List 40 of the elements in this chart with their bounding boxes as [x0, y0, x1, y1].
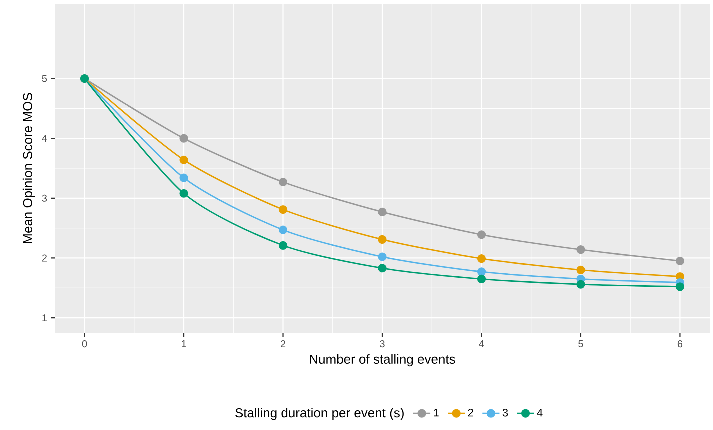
point: [180, 134, 188, 143]
point: [180, 156, 188, 164]
point: [278, 178, 288, 187]
y-axis-title: Mean Opinion Score MOS: [22, 93, 36, 244]
point: [378, 264, 387, 273]
point: [378, 208, 387, 216]
legend-label: 3: [502, 409, 508, 417]
point: [278, 226, 288, 234]
point: [477, 230, 486, 240]
point: [378, 252, 387, 262]
point: [676, 256, 685, 266]
point: [477, 254, 486, 264]
x-tick-label: 4: [479, 340, 484, 348]
y-tick-label: 2: [42, 254, 47, 262]
y-tick-label: 1: [42, 314, 47, 322]
point: [477, 274, 486, 284]
x-tick-label: 0: [82, 340, 88, 348]
y-tick-label: 4: [42, 135, 48, 142]
x-tick-label: 5: [578, 340, 584, 348]
x-tick-label: 1: [182, 340, 186, 348]
legend-label: 2: [468, 409, 474, 417]
x-tick-label: 2: [280, 340, 286, 348]
y-tick-label: 3: [42, 194, 48, 202]
x-tick-label: 6: [678, 340, 683, 348]
x-tick-label: 3: [380, 340, 385, 348]
point: [378, 235, 387, 244]
point: [278, 205, 288, 214]
y-tick-label: 5: [42, 75, 48, 82]
point: [576, 266, 586, 274]
point: [278, 241, 288, 250]
point: [180, 174, 188, 182]
point: [676, 282, 685, 292]
legend-title: Stalling duration per event (s): [236, 408, 404, 420]
point: [576, 246, 586, 254]
x-axis-title: Number of stalling events: [310, 354, 456, 367]
legend-label: 1: [434, 409, 439, 417]
point: [477, 268, 486, 276]
point: [576, 280, 586, 289]
point: [180, 189, 188, 198]
legend-label: 4: [537, 409, 543, 417]
